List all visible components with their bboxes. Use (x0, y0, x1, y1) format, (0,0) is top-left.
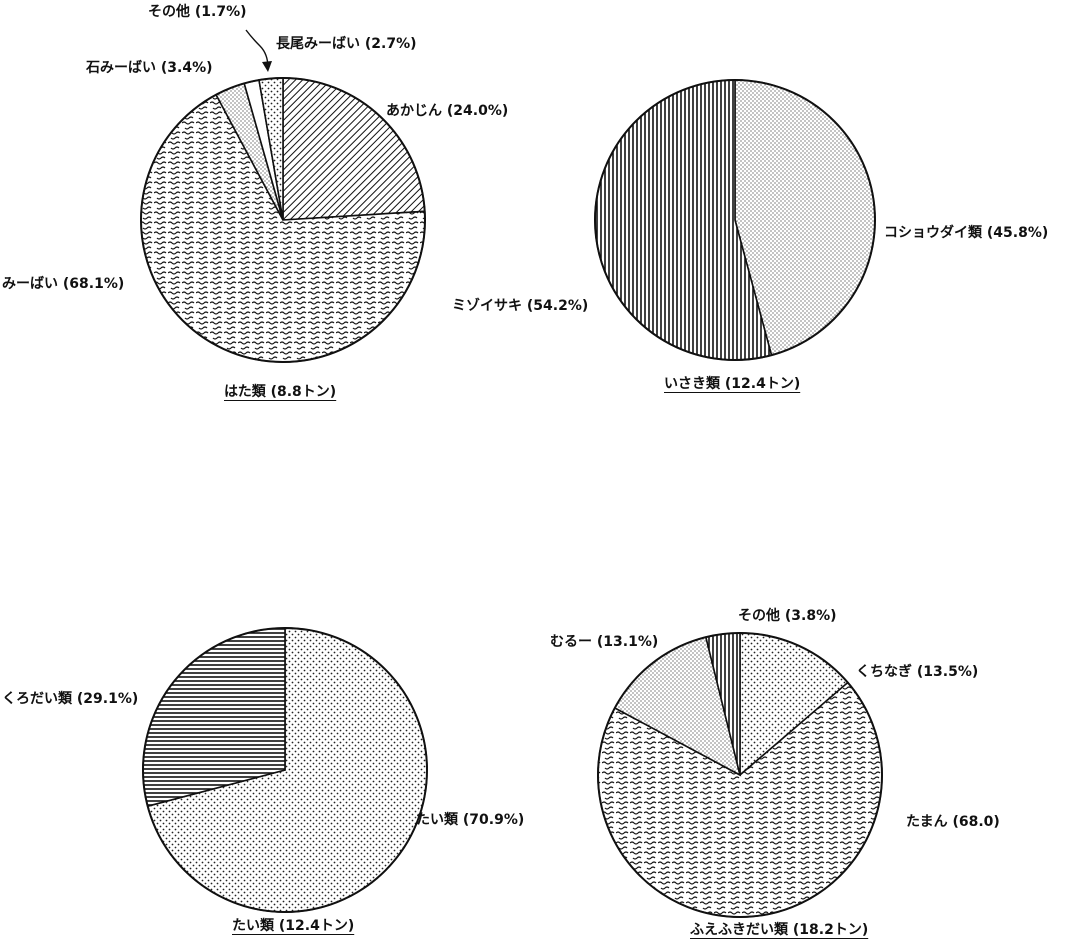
slice-label-kurodai: くろだい類 (29.1%) (2, 691, 139, 707)
chart-caption-isaki: いさき類 (12.4トン) (664, 376, 801, 392)
pie-1-slice-1 (282, 77, 426, 221)
slice-label-koshoudai: コショウダイ類 (45.8%) (884, 225, 1049, 241)
slice-label-sonota: その他 (1.7%) (148, 4, 247, 20)
slice-label-tai: たい類 (70.9%) (416, 812, 525, 828)
pie-1-outline (140, 77, 426, 363)
pie-4-outline (597, 632, 883, 918)
slice-label-muruu: むるー (13.1%) (550, 634, 659, 650)
slice-label-sonota-2: その他 (3.8%) (738, 608, 837, 624)
chart-caption-fuefukidai: ふえふきだい類 (18.2トン) (690, 922, 869, 938)
slice-label-taman: たまん (68.0) (906, 814, 1000, 830)
pie-2-outline (594, 79, 876, 361)
leader-arrow-sonota (245, 29, 269, 69)
chart-caption-hata: はた類 (8.8トン) (224, 384, 337, 400)
slice-label-miibai: みーばい (68.1%) (2, 276, 125, 292)
leader-arrowhead-sonota (262, 61, 272, 72)
slice-label-nagao-miibai: 長尾みーばい (2.7%) (276, 36, 417, 52)
slice-label-ishi-miibai: 石みーばい (3.4%) (86, 60, 213, 76)
chart-caption-tai: たい類 (12.4トン) (232, 918, 355, 934)
slice-label-kuchinagi: くちなぎ (13.5%) (856, 664, 979, 680)
slice-label-mizoisaki: ミゾイサキ (54.2%) (452, 298, 589, 314)
pie-3-outline (142, 627, 428, 913)
slice-label-akajin: あかじん (24.0%) (386, 103, 509, 119)
